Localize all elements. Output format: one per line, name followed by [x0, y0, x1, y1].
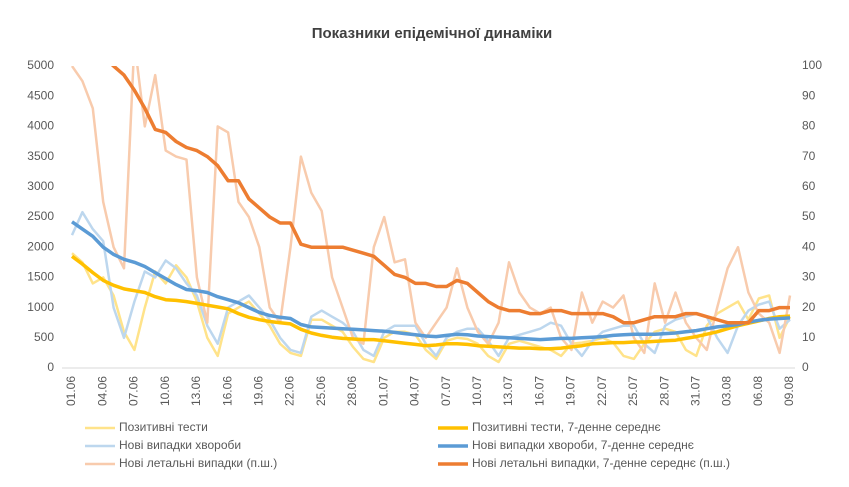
y2-tick-label: 0 [802, 360, 809, 374]
x-tick-label: 25.06 [314, 376, 328, 406]
y2-tick-label: 60 [802, 179, 816, 193]
y-tick-label: 500 [34, 330, 54, 344]
y-tick-label: 2500 [27, 209, 54, 223]
y2-tick-label: 50 [802, 209, 816, 223]
x-tick-label: 28.06 [345, 376, 359, 406]
y2-tick-label: 10 [802, 330, 816, 344]
x-tick-label: 13.06 [189, 376, 203, 406]
x-tick-label: 03.08 [720, 376, 734, 406]
series-line [70, 254, 791, 351]
x-tick-label: 07.06 [127, 376, 141, 406]
x-tick-label: 01.06 [64, 376, 78, 406]
y-tick-label: 5000 [27, 58, 54, 72]
x-tick-label: 06.08 [751, 376, 765, 406]
x-tick-label: 22.06 [283, 376, 297, 406]
x-tick-label: 10.06 [158, 376, 172, 406]
x-tick-label: 04.06 [95, 376, 109, 406]
series-line [70, 220, 791, 342]
y2-tick-label: 20 [802, 300, 816, 314]
y2-tick-label: 90 [802, 88, 816, 102]
y-tick-label: 0 [47, 360, 54, 374]
y2-tick-label: 30 [802, 270, 816, 284]
legend-label: Нові випадки хвороби [119, 438, 241, 452]
x-tick-label: 16.06 [220, 376, 234, 406]
legend-label: Нові летальні випадки (п.ш.) [119, 456, 277, 470]
y-tick-label: 1500 [27, 270, 54, 284]
x-tick-label: 16.07 [532, 376, 546, 406]
x-tick-label: 28.07 [657, 376, 671, 406]
legend-label: Позитивні тести, 7-денне середнє [472, 420, 661, 434]
y2-tick-label: 80 [802, 119, 816, 133]
series-line [110, 66, 790, 325]
x-tick-label: 10.07 [470, 376, 484, 406]
y-tick-label: 2000 [27, 239, 54, 253]
x-tick-label: 19.06 [251, 376, 265, 406]
y-tick-label: 1000 [27, 300, 54, 314]
x-tick-label: 31.07 [689, 376, 703, 406]
chart-title: Показники епідемічної динаміки [312, 25, 553, 42]
y-tick-label: 4000 [27, 119, 54, 133]
y-tick-label: 3500 [27, 149, 54, 163]
legend-label: Нові летальні випадки, 7-денне середнє (… [472, 456, 730, 470]
x-tick-label: 09.08 [782, 376, 796, 406]
legend-label: Позитивні тести [119, 420, 208, 434]
y2-tick-label: 70 [802, 149, 816, 163]
x-tick-label: 25.07 [626, 376, 640, 406]
x-tick-label: 13.07 [501, 376, 515, 406]
legend-label: Нові випадки хвороби, 7-денне середнє [472, 438, 694, 452]
y-tick-label: 4500 [27, 88, 54, 102]
series-line [70, 66, 792, 355]
y2-tick-label: 40 [802, 239, 816, 253]
y2-tick-label: 100 [802, 58, 822, 72]
x-tick-label: 01.07 [376, 376, 390, 406]
x-tick-label: 07.07 [439, 376, 453, 406]
x-tick-label: 19.07 [564, 376, 578, 406]
y-tick-label: 3000 [27, 179, 54, 193]
x-tick-label: 22.07 [595, 376, 609, 406]
x-tick-label: 04.07 [408, 376, 422, 406]
